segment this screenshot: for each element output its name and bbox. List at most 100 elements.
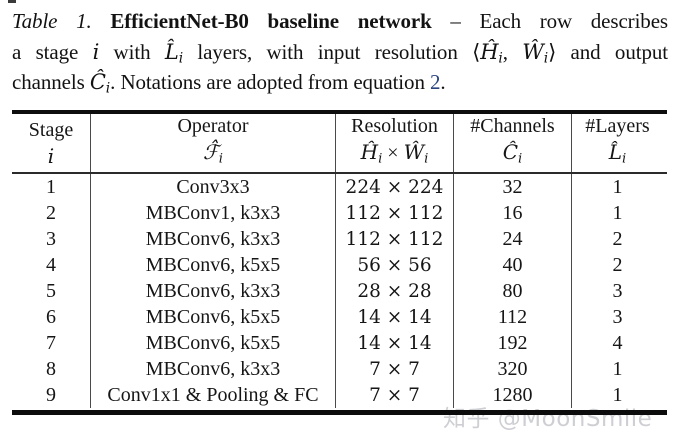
cell-channels: 1280 [453, 382, 571, 408]
table-body: 1 Conv3x3 224 × 224 32 1 2 MBConv1, k3x3 112 × … [12, 174, 667, 408]
text-segment: and output [556, 39, 669, 64]
cell-operator: MBConv6, k5x5 [90, 252, 335, 278]
cell-channels: 80 [453, 278, 571, 304]
cell-operator: MBConv1, k3x3 [90, 200, 335, 226]
cell-stage: 1 [46, 175, 56, 198]
text-segment: ℱ̂ [203, 140, 219, 165]
header-label: #Channels [470, 115, 555, 138]
cell-operator: MBConv6, k5x5 [90, 330, 335, 356]
cell-operator: MBConv6, k3x3 [90, 226, 335, 252]
text-segment: i [378, 151, 383, 167]
text-segment: i [218, 151, 223, 167]
cell-layers: 2 [571, 252, 663, 278]
header-symbol: i [48, 143, 54, 170]
header-cell-stage: Stage i [12, 114, 90, 172]
text-segment: i [92, 39, 100, 64]
text-segment: EfficientNet-B0 baseline network [110, 9, 432, 33]
cell-stage: 2 [46, 201, 56, 224]
text-segment: ⟩ [548, 39, 557, 64]
cell-channels: 16 [453, 200, 571, 226]
cell-layers: 1 [571, 382, 663, 408]
caption-line-2: a stage i with L̂i layers, with input re… [12, 37, 668, 68]
equation-ref-link[interactable]: 2 [430, 70, 441, 94]
cell-layers: 2 [571, 226, 663, 252]
header-cell-operator: Operator ℱ̂i [90, 114, 335, 172]
text-segment: Table 1. [12, 9, 92, 33]
text-segment: L̂ [608, 140, 623, 165]
cell-channels: 320 [453, 356, 571, 382]
cell-layers: 3 [571, 278, 663, 304]
header-symbol: ℱ̂i [203, 139, 223, 172]
cell-stage: 4 [46, 253, 56, 276]
watermark: 知乎 @MoonSmile [443, 399, 652, 433]
text-segment: channels [12, 70, 90, 94]
text-segment: Ŵ [403, 140, 425, 165]
cell-stage: 8 [46, 357, 56, 380]
header-label: Stage [28, 118, 74, 141]
table-row-stage-8: 8 MBConv6, k3x3 7 × 7 320 1 [12, 356, 667, 382]
cell-resolution: 7 × 7 [335, 356, 453, 382]
cell-stage: 6 [46, 305, 56, 328]
text-segment: Ĥ [360, 140, 379, 165]
text-segment: . [440, 70, 446, 94]
text-segment: ⟨ [472, 39, 481, 64]
text-segment: with [99, 39, 165, 64]
cell-channels: 32 [453, 174, 571, 200]
table-row-stage-2: 2 MBConv1, k3x3 112 × 112 16 1 [12, 200, 667, 226]
cell-stage: 5 [46, 279, 56, 302]
text-segment: Ĥ [480, 39, 499, 64]
cell-resolution: 14 × 14 [335, 330, 453, 356]
cell-channels: 40 [453, 252, 571, 278]
cell-operator: Conv3x3 [90, 174, 335, 200]
table-row-stage-4: 4 MBConv6, k5x5 56 × 56 40 2 [12, 252, 667, 278]
cell-channels: 112 [453, 304, 571, 330]
header-label: Operator [177, 115, 249, 138]
table-top-rule [12, 110, 667, 114]
table-row-stage-6: 6 MBConv6, k5x5 14 × 14 112 3 [12, 304, 667, 330]
cell-stage: 9 [46, 383, 56, 406]
text-segment: . Notations are adopted from equation [110, 70, 430, 94]
text-segment: i [543, 50, 549, 67]
text-segment [92, 9, 111, 33]
cell-resolution: 7 × 7 [335, 382, 453, 408]
cell-operator: MBConv6, k3x3 [90, 356, 335, 382]
text-segment: i [178, 50, 184, 67]
table-row-stage-5: 5 MBConv6, k3x3 28 × 28 80 3 [12, 278, 667, 304]
text-segment: layers, with input resolution [183, 39, 473, 64]
header-label: #Layers [585, 115, 650, 138]
table-row-stage-9: 9 Conv1x1 & Pooling & FC 7 × 7 1280 1 [12, 382, 667, 408]
text-segment: i [498, 50, 503, 67]
text-segment: a stage [12, 39, 93, 64]
table-row-stage-7: 7 MBConv6, k5x5 14 × 14 192 4 [12, 330, 667, 356]
text-segment: Ĉ [502, 140, 519, 165]
cell-layers: 4 [571, 330, 663, 356]
cell-layers: 3 [571, 304, 663, 330]
cell-channels: 24 [453, 226, 571, 252]
text-segment: , [502, 39, 523, 64]
text-segment: i [105, 80, 111, 97]
header-symbol: L̂i [609, 139, 627, 172]
text-segment: Ŵ [522, 39, 544, 64]
cell-stage: 3 [46, 227, 56, 250]
text-segment: i [518, 151, 523, 167]
cell-resolution: 112 × 112 [335, 226, 453, 252]
header-symbol: Ĥi × Ŵi [361, 139, 429, 172]
efficientnet-b0-table: Stage i Operator ℱ̂i Resolution Ĥi × Ŵi #Chann… [12, 110, 667, 408]
header-cell-channels: #Channels Ĉi [453, 114, 571, 172]
header-cell-layers: #Layers L̂i [571, 114, 663, 172]
cell-channels: 192 [453, 330, 571, 356]
header-symbol: Ĉi [503, 139, 523, 172]
cell-operator: MBConv6, k3x3 [90, 278, 335, 304]
text-segment: L̂ [164, 39, 179, 64]
cell-resolution: 14 × 14 [335, 304, 453, 330]
cell-resolution: 224 × 224 [335, 174, 453, 200]
caption-line-1: Table 1. EfficientNet-B0 baseline networ… [12, 6, 668, 37]
table-bottom-rule [12, 410, 667, 415]
cell-resolution: 112 × 112 [335, 200, 453, 226]
text-segment: × [382, 142, 404, 165]
table-row-stage-3: 3 MBConv6, k3x3 112 × 112 24 2 [12, 226, 667, 252]
cell-resolution: 28 × 28 [335, 278, 453, 304]
text-segment: Ĉ [89, 70, 106, 94]
table-header-row: Stage i Operator ℱ̂i Resolution Ĥi × Ŵi #Chann… [12, 114, 667, 174]
